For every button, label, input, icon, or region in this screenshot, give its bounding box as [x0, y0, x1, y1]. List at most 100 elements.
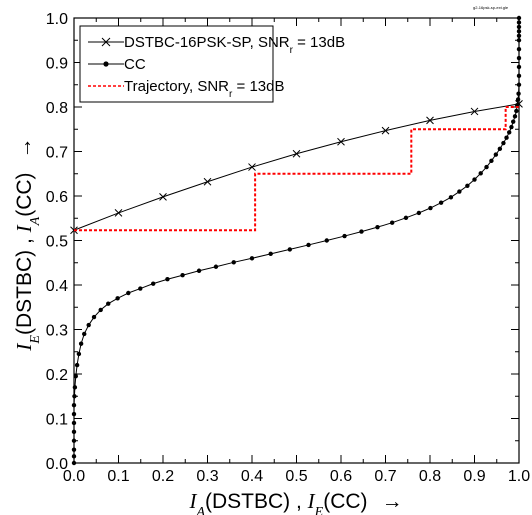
x-tick-label: 0.6 — [330, 468, 352, 485]
point-cc — [72, 394, 77, 399]
point-cc — [115, 296, 120, 301]
point-cc — [478, 171, 483, 176]
point-cc — [72, 385, 78, 390]
point-cc — [342, 233, 347, 239]
y-tick-label: 0.0 — [46, 456, 68, 473]
x-tick-label: 0.3 — [196, 468, 218, 485]
point-cc — [306, 242, 311, 248]
point-cc — [180, 273, 185, 278]
point-cc — [489, 158, 494, 164]
point-cc — [516, 64, 522, 70]
point-cc — [106, 301, 111, 306]
point-cc — [71, 420, 77, 426]
point-cc — [389, 220, 395, 225]
legend-label-dstbc: DSTBC-16PSK-SP, SNRr = 13dB — [124, 34, 345, 56]
y-tick-label: 0.4 — [46, 278, 68, 295]
point-cc — [213, 264, 219, 269]
point-cc — [76, 351, 82, 357]
x-tick-label: 0.0 — [63, 468, 85, 485]
point-cc — [448, 195, 454, 200]
y-tick-label: 0.7 — [46, 145, 68, 162]
point-cc — [516, 15, 522, 21]
point-dstbc — [470, 107, 479, 116]
x-tick-label: 0.8 — [419, 468, 441, 485]
y-tick-label: 0.5 — [46, 234, 68, 251]
file-tag: g2-16psk-sp-ext.gle — [473, 5, 509, 10]
x-axis-label: IA(DSTBC) , IE(CC) → — [188, 489, 402, 515]
point-cc — [472, 177, 477, 182]
point-cc — [512, 114, 518, 119]
point-cc — [71, 438, 77, 443]
point-cc — [509, 124, 514, 130]
point-cc — [428, 205, 433, 211]
point-cc — [501, 140, 506, 146]
point-cc — [71, 447, 77, 452]
point-cc — [138, 286, 143, 291]
point-cc — [196, 268, 202, 273]
point-cc — [516, 46, 522, 52]
point-cc — [165, 277, 170, 282]
point-cc — [249, 256, 255, 261]
point-cc — [324, 238, 329, 243]
y-tick-label: 0.8 — [46, 100, 68, 117]
point-dstbc — [292, 149, 301, 158]
point-cc — [403, 215, 409, 221]
y-axis-label: IE(DSTBC) , IA(CC)→ — [12, 137, 43, 351]
point-cc — [71, 429, 77, 435]
y-tick-label: 0.2 — [46, 367, 68, 384]
point-cc — [516, 20, 522, 25]
legend-dot-marker — [103, 61, 109, 67]
point-cc — [484, 164, 489, 170]
point-dstbc — [426, 116, 434, 125]
point-cc — [497, 146, 503, 152]
point-dstbc — [381, 126, 390, 135]
x-tick-label: 0.7 — [374, 468, 396, 485]
legend-cross-marker — [101, 37, 111, 47]
tick-labels: 0.00.0 0.1 0.1 0.2 0.2 0.3 0.3 0.4 0.4 0.5 0.5 0.6 0… — [46, 11, 530, 485]
y-tick-label: 0.6 — [46, 189, 68, 206]
series-line-trajectory — [74, 106, 519, 232]
y-tick-label: 0.9 — [46, 56, 68, 73]
point-dstbc — [159, 193, 167, 201]
point-cc — [287, 247, 293, 252]
point-cc — [71, 454, 77, 459]
point-dstbc — [114, 209, 123, 217]
point-cc — [516, 82, 522, 87]
point-cc — [511, 119, 516, 124]
point-cc — [457, 189, 462, 194]
point-cc — [73, 374, 78, 379]
y-tick-label: 0.3 — [46, 323, 68, 340]
point-cc — [504, 135, 509, 140]
point-cc — [98, 307, 103, 313]
point-cc — [515, 97, 521, 102]
y-tick-label: 1.0 — [46, 11, 68, 28]
point-dstbc — [203, 177, 212, 186]
point-cc — [82, 331, 87, 337]
legend-entry-cc: CC — [88, 56, 146, 73]
point-cc — [126, 290, 131, 296]
tick-layer — [73, 17, 520, 464]
point-cc — [516, 91, 521, 96]
point-cc — [416, 210, 422, 216]
point-cc — [516, 33, 522, 38]
x-tick-label: 0.2 — [152, 468, 174, 485]
point-cc — [151, 281, 156, 286]
point-cc — [78, 341, 84, 346]
x-tick-label: 0.9 — [463, 468, 485, 485]
point-cc — [71, 411, 77, 417]
point-cc — [507, 130, 512, 135]
legend: DSTBC-16PSK-SP, SNRr = 13dB CC Trajector… — [79, 25, 345, 103]
point-cc — [514, 108, 519, 114]
point-cc — [516, 29, 522, 34]
x-tick-label: 0.1 — [107, 468, 129, 485]
y-tick-label: 0.1 — [46, 412, 68, 429]
legend-label-cc: CC — [124, 56, 146, 73]
x-tick-label: 1.0 — [508, 468, 530, 485]
point-cc — [268, 251, 273, 257]
legend-entry-trajectory: Trajectory, SNRr = 13dB — [88, 78, 285, 100]
point-cc — [375, 224, 380, 230]
x-tick-label: 0.5 — [285, 468, 307, 485]
point-cc — [516, 24, 522, 30]
point-cc — [71, 460, 77, 466]
